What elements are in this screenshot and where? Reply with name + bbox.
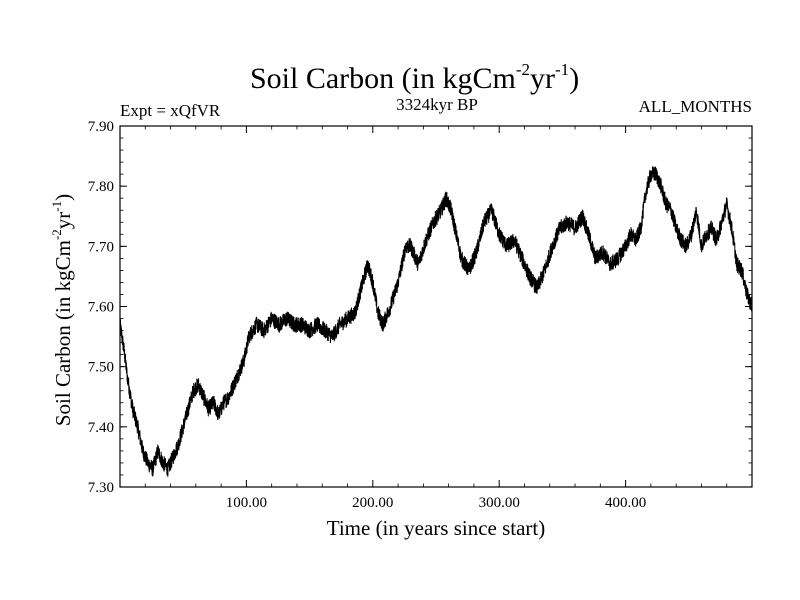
y-tick-label: 7.50 xyxy=(88,360,114,376)
y-label-sup1: -2 xyxy=(49,229,64,240)
x-axis-label: Time (in years since start) xyxy=(327,516,546,540)
y-tick-label: 7.40 xyxy=(88,420,114,436)
subtitle-period: 3324kyr BP xyxy=(396,95,478,114)
y-tick-label: 7.90 xyxy=(88,119,114,135)
x-tick-label: 200.00 xyxy=(352,495,393,511)
y-label-sup2: -1 xyxy=(49,201,64,212)
subtitle-months: ALL_MONTHS xyxy=(639,97,752,116)
chart-title: Soil Carbon (in kgCm-2yr-1) xyxy=(250,60,579,95)
x-tick-label: 400.00 xyxy=(605,495,646,511)
y-tick-label: 7.70 xyxy=(88,239,114,255)
x-tick-label: 300.00 xyxy=(479,495,520,511)
chart-title-sup1: -2 xyxy=(516,60,530,79)
chart-title-main: Soil Carbon (in kgCm xyxy=(250,62,516,95)
chart-title-sup2: -1 xyxy=(555,60,569,79)
y-label-main: Soil Carbon (in kgCm xyxy=(51,240,75,426)
chart-title-end: ) xyxy=(569,62,579,95)
series-layer xyxy=(119,166,753,477)
y-tick-label: 7.30 xyxy=(88,480,114,496)
x-axis-ticks: 100.00 200.00 300.00 400.00 xyxy=(144,126,728,511)
subtitle-experiment: Expt = xQfVR xyxy=(120,101,221,120)
chart-title-mid: yr xyxy=(530,62,555,95)
y-axis-ticks: 7.30 7.40 7.50 7.60 7.70 7.80 7.90 xyxy=(88,119,752,496)
y-tick-label: 7.60 xyxy=(88,300,114,316)
soil-carbon-series-line xyxy=(119,166,753,477)
y-label-end: ) xyxy=(51,194,75,201)
y-label-mid: yr xyxy=(51,212,75,230)
x-tick-label: 100.00 xyxy=(226,495,267,511)
y-tick-label: 7.80 xyxy=(88,179,114,195)
y-axis-label: Soil Carbon (in kgCm-2yr-1) xyxy=(49,194,75,426)
